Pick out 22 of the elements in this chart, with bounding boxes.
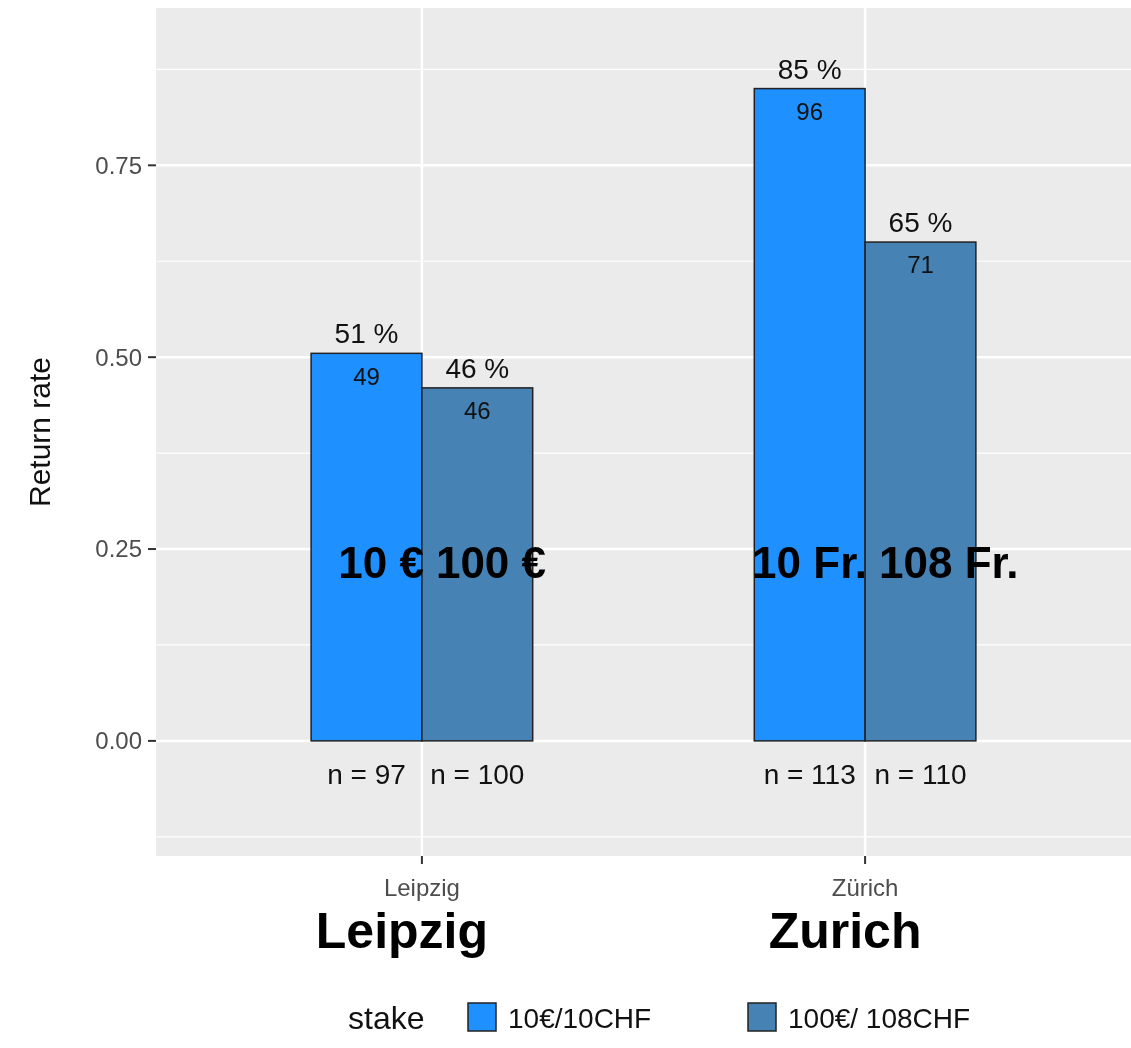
y-tick-label: 0.25 <box>95 535 142 563</box>
data-label: 46 % <box>445 352 510 384</box>
y-tick-label: 0.00 <box>95 727 142 755</box>
annotation: 96 <box>796 98 824 125</box>
legend-label: 10€/10CHF <box>508 1002 652 1034</box>
annotation: 71 <box>907 251 934 279</box>
annotation: n = 110 <box>874 758 967 790</box>
text: Zurich <box>768 903 922 959</box>
y-tick-label: 0.50 <box>95 343 142 371</box>
y-axis-title: Return rate <box>23 356 56 508</box>
data-label: 85 % <box>777 53 842 85</box>
annotation: n = 100 <box>430 758 525 790</box>
legend-label: 100€/ 108CHF <box>788 1002 971 1034</box>
annotation: n = 113 <box>763 758 856 790</box>
annotation: 46 <box>463 397 491 425</box>
y-tick-label: 0.75 <box>95 151 142 179</box>
legend-title: stake <box>348 1000 425 1037</box>
annotation: n = 97 <box>327 758 406 790</box>
x-tick-label: Zürich <box>831 874 899 901</box>
annotation: 49 <box>353 362 380 390</box>
data-label: 51 % <box>334 318 399 350</box>
data-label: 65 % <box>888 207 953 239</box>
